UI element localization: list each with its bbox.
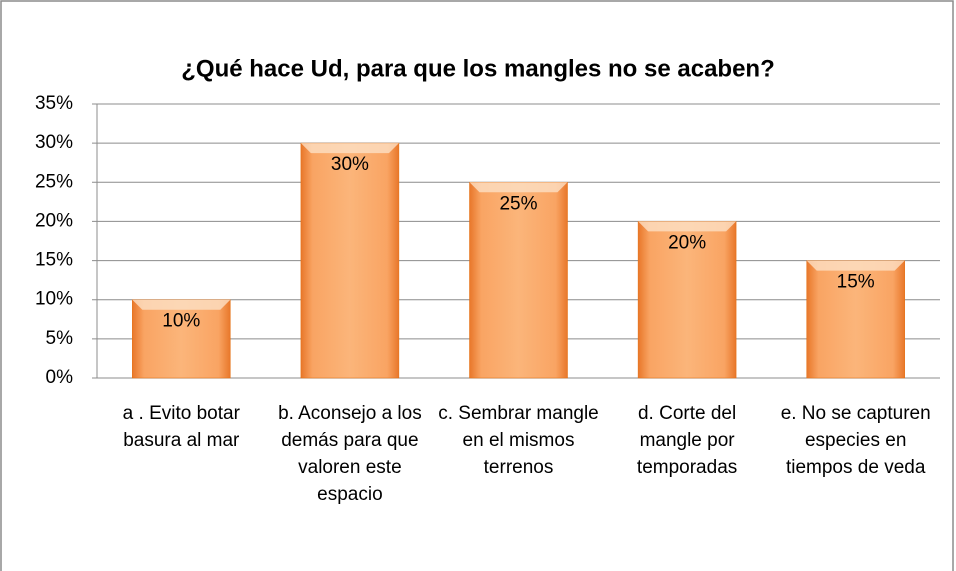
value-label: 20% <box>668 232 706 253</box>
x-tick-label: c. Sembrar mangle en el mismos terrenos <box>438 403 599 478</box>
bar <box>637 221 737 379</box>
y-tick-label: 5% <box>46 328 74 349</box>
bar-bevel <box>806 260 905 271</box>
y-tick-label: 15% <box>35 250 73 271</box>
value-label: 10% <box>162 311 200 332</box>
y-tick-label: 0% <box>46 367 74 388</box>
y-tick-label: 35% <box>35 93 73 114</box>
x-tick-label: d. Corte del mangle por temporadas <box>636 403 738 478</box>
y-tick-label: 20% <box>35 210 73 231</box>
value-label: 15% <box>837 272 875 293</box>
bar-bevel <box>469 182 568 193</box>
x-tick-label: e. No se capturen especies en tiempos de… <box>780 403 931 478</box>
bar-bevel <box>638 221 737 232</box>
chart-title: ¿Qué hace Ud, para que los mangles no se… <box>181 55 775 82</box>
bar <box>300 142 400 379</box>
y-tick-label: 25% <box>35 171 73 192</box>
y-tick-label: 10% <box>35 289 73 310</box>
x-tick-label: b. Aconsejo a los demás para que valoren… <box>278 403 422 505</box>
x-tick-label: a . Evito botar basura al mar <box>122 403 240 451</box>
bar-bevel <box>300 143 399 154</box>
bar <box>469 182 568 379</box>
bar <box>806 260 905 379</box>
value-label: 25% <box>499 193 537 214</box>
y-tick-label: 30% <box>35 132 73 153</box>
bar-bevel <box>132 299 231 310</box>
value-label: 30% <box>331 154 369 175</box>
